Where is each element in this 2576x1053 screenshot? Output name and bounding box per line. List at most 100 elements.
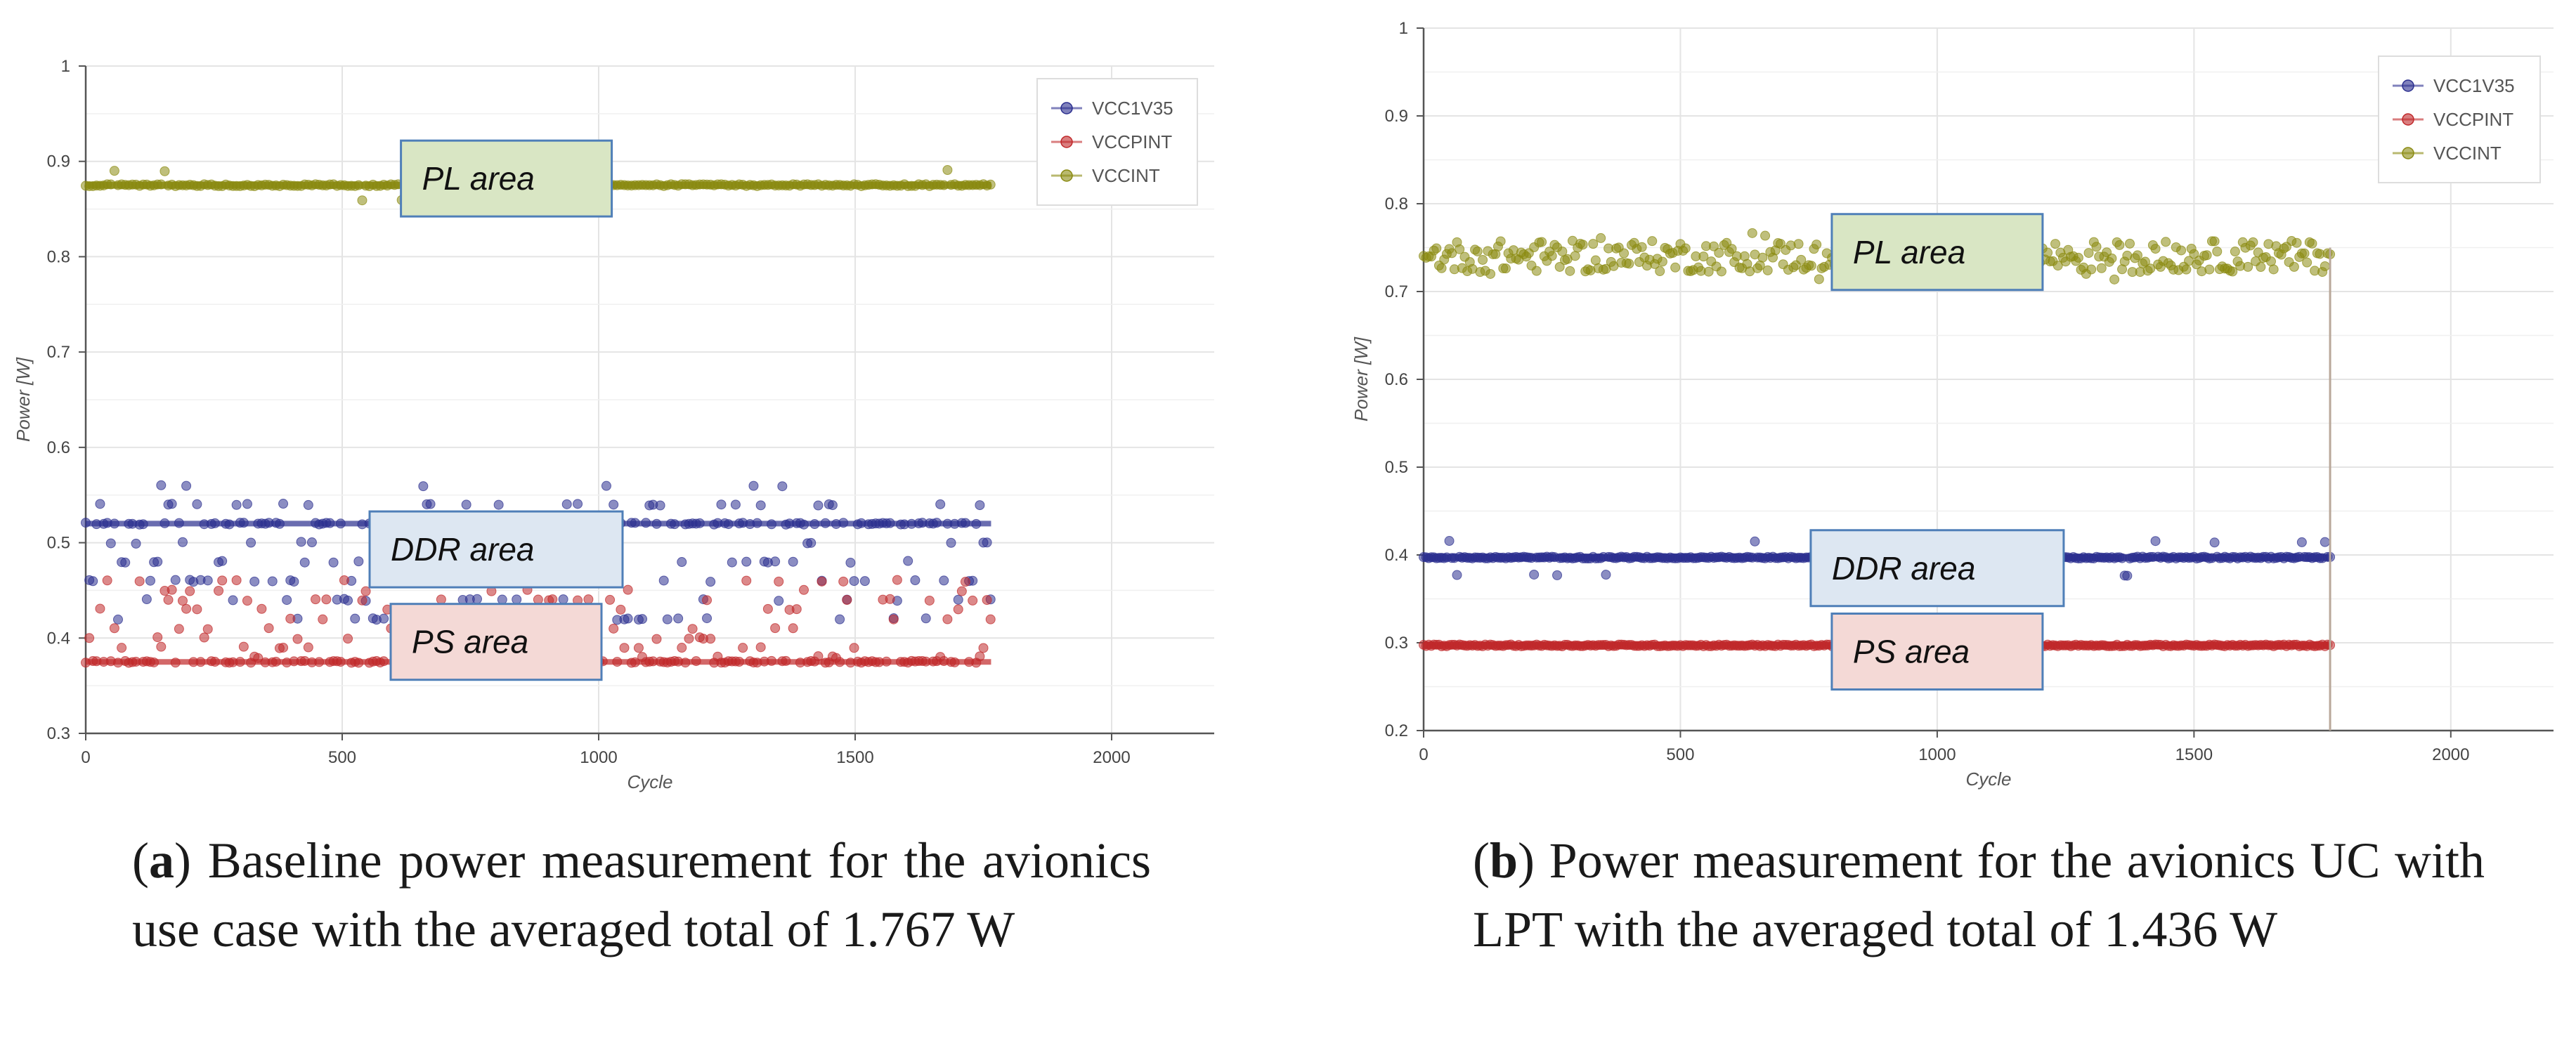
data-point (1452, 570, 1462, 580)
data-point (202, 575, 213, 586)
data-point (842, 595, 852, 606)
data-point (292, 634, 303, 644)
data-point (282, 595, 292, 606)
data-point (1472, 246, 1483, 256)
data-point (1578, 240, 1588, 250)
data-point (2073, 252, 2083, 263)
series-VCCINT (81, 165, 996, 206)
data-point (770, 556, 781, 567)
data-point (1500, 263, 1511, 274)
data-point (616, 604, 626, 615)
data-point (975, 500, 985, 511)
data-point (174, 624, 184, 634)
data-point (152, 556, 163, 567)
y-axis-label: Power [W] (1351, 336, 1372, 421)
data-point (2227, 266, 2238, 277)
data-point (2212, 247, 2223, 257)
data-point (716, 499, 727, 510)
y-tick-label: 0.2 (1385, 721, 1408, 740)
data-point (1624, 259, 1634, 269)
data-point (306, 537, 317, 548)
data-point (985, 614, 996, 624)
data-point (673, 613, 684, 624)
data-point (788, 623, 798, 634)
annotation-label: PL area (1853, 234, 1965, 270)
data-point (2132, 250, 2142, 261)
x-tick-label: 0 (1419, 745, 1428, 764)
data-point (2109, 274, 2120, 284)
data-point (303, 499, 313, 510)
data-point (1444, 536, 1455, 547)
data-point (583, 594, 594, 605)
data-point (360, 586, 371, 596)
x-axis-label: Cycle (627, 771, 672, 792)
y-tick-label: 0.7 (1385, 282, 1408, 301)
data-point (982, 595, 992, 606)
data-point (493, 499, 504, 510)
data-point (2320, 537, 2330, 547)
data-point (163, 594, 174, 605)
annotation-label: DDR area (391, 531, 535, 568)
data-point (2268, 264, 2279, 275)
legend-marker (2402, 113, 2414, 126)
data-point (1647, 236, 1658, 247)
y-tick-label: 0.8 (47, 247, 70, 266)
data-point (152, 632, 163, 643)
data-point (888, 614, 899, 624)
annotation-label: DDR area (1832, 550, 1976, 587)
data-point (849, 643, 859, 653)
y-tick-label: 0.6 (47, 438, 70, 457)
data-point (84, 633, 95, 643)
data-point (705, 634, 716, 644)
data-point (2189, 249, 2199, 259)
data-point (1478, 254, 1488, 265)
data-point (806, 537, 817, 548)
data-point (145, 575, 155, 586)
data-point (1436, 263, 1447, 273)
data-point (755, 500, 766, 511)
data-point (755, 642, 766, 653)
data-point (1552, 570, 1563, 580)
data-point (687, 624, 698, 634)
data-point (160, 166, 170, 176)
data-point (181, 480, 192, 491)
data-point (838, 576, 849, 587)
data-point (741, 556, 752, 567)
data-point (379, 613, 389, 624)
data-point (202, 624, 213, 634)
data-point (2050, 239, 2061, 249)
data-point (788, 556, 798, 567)
data-point (2248, 237, 2258, 247)
legend-marker (1060, 169, 1073, 182)
data-point (177, 537, 188, 547)
data-point (935, 499, 946, 509)
annotation-box (368, 510, 624, 589)
data-point (942, 165, 953, 176)
data-point (777, 481, 788, 492)
data-point (1708, 241, 1719, 251)
data-point (289, 576, 299, 587)
data-point (662, 614, 672, 624)
data-point (2083, 248, 2094, 259)
data-point (2161, 237, 2171, 247)
y-tick-label: 0.9 (1385, 107, 1408, 126)
data-point (558, 594, 568, 605)
data-point (658, 575, 669, 586)
data-point (1811, 240, 1822, 250)
legend-label: VCCPINT (2433, 109, 2513, 130)
data-point (1698, 251, 1709, 262)
data-point (1680, 243, 1691, 254)
data-point (238, 641, 249, 652)
data-point (2091, 242, 2102, 252)
data-point (2122, 570, 2133, 581)
data-point (623, 613, 633, 624)
data-point (112, 614, 123, 624)
data-point (328, 557, 339, 568)
data-point (1714, 247, 1724, 258)
chart-a: 0 500 1000 1500 2000 0.3 0.4 0.5 0.6 0.7 0.8 0.9 1 Cy… (13, 57, 1214, 792)
data-point (181, 603, 192, 614)
data-point (1806, 261, 1816, 271)
data-point (267, 576, 278, 587)
data-point (738, 643, 748, 653)
x-tick-label: 1000 (1918, 745, 1956, 764)
